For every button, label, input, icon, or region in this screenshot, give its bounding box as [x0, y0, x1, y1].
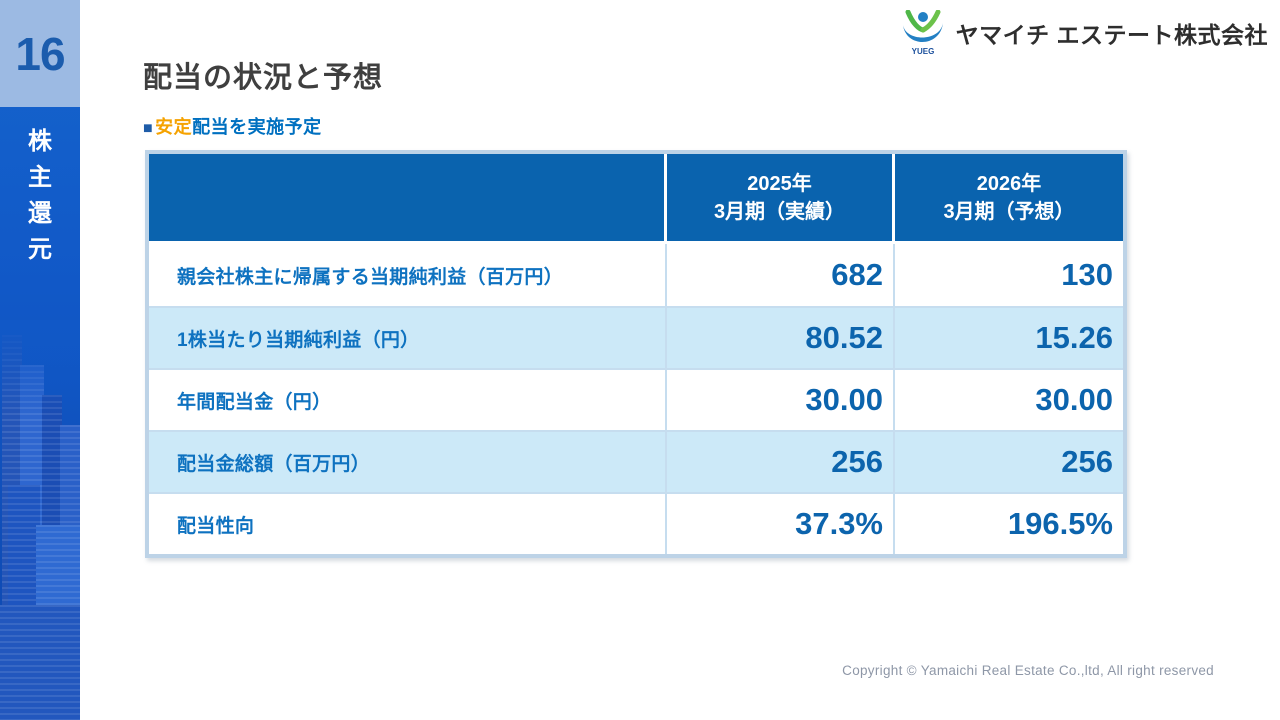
row-label: 年間配当金（円）	[149, 368, 667, 430]
sidebar: 16 株 主 還 元	[0, 0, 80, 720]
page-number: 16	[15, 27, 65, 80]
row-value-fy2025: 30.00	[667, 368, 895, 430]
table-corner-cell	[149, 154, 667, 244]
subtitle-text: 配当を実施予定	[192, 117, 322, 137]
table-row: 親会社株主に帰属する当期純利益（百万円） 682 130	[149, 244, 1123, 306]
logo-mark-text: YUEG	[911, 47, 934, 56]
section-label-char: 主	[28, 164, 52, 191]
section-label-char: 還	[28, 200, 52, 227]
company-name: ヤマイチ エステート株式会社	[955, 22, 1268, 48]
row-value-fy2026: 130	[895, 244, 1123, 306]
city-photo	[0, 320, 80, 720]
dividend-table: 2025年 3月期（実績） 2026年 3月期（予想） 親会社株主に帰属する当期…	[145, 150, 1127, 558]
col-header-line: 2025年	[747, 172, 812, 195]
section-label-vertical: 株 主 還 元	[0, 130, 80, 262]
table-header-row: 2025年 3月期（実績） 2026年 3月期（予想）	[149, 154, 1123, 244]
row-label: 1株当たり当期純利益（円）	[149, 306, 667, 368]
col-header-fy2026: 2026年 3月期（予想）	[895, 154, 1123, 244]
row-value-fy2026: 15.26	[895, 306, 1123, 368]
subtitle: ■ 安定配当を実施予定	[143, 113, 322, 139]
table-row: 年間配当金（円） 30.00 30.00	[149, 368, 1123, 430]
section-label-char: 元	[28, 236, 52, 263]
building-shape	[0, 605, 80, 720]
row-value-fy2026: 30.00	[895, 368, 1123, 430]
col-header-line: 3月期（予想）	[943, 200, 1075, 223]
table-row: 配当性向 37.3% 196.5%	[149, 492, 1123, 554]
col-header-fy2025: 2025年 3月期（実績）	[667, 154, 895, 244]
table-row: 配当金総額（百万円） 256 256	[149, 430, 1123, 492]
row-value-fy2025: 80.52	[667, 306, 895, 368]
row-label: 配当性向	[149, 492, 667, 554]
page-title: 配当の状況と予想	[143, 62, 384, 94]
square-bullet-icon: ■	[143, 120, 154, 137]
col-header-line: 2026年	[976, 172, 1042, 195]
page-number-box: 16	[0, 0, 80, 107]
row-value-fy2026: 256	[895, 430, 1123, 492]
row-value-fy2025: 256	[667, 430, 895, 492]
company-logo-icon: YUEG	[902, 10, 943, 56]
row-label: 配当金総額（百万円）	[149, 430, 667, 492]
row-value-fy2025: 37.3%	[667, 492, 895, 554]
row-value-fy2025: 682	[667, 244, 895, 306]
row-label: 親会社株主に帰属する当期純利益（百万円）	[149, 244, 667, 306]
subtitle-highlight: 安定	[155, 117, 193, 137]
row-value-fy2026: 196.5%	[895, 492, 1123, 554]
copyright-text: Copyright © Yamaichi Real Estate Co.,ltd…	[842, 663, 1214, 678]
col-header-line: 3月期（実績）	[713, 200, 846, 223]
table-row: 1株当たり当期純利益（円） 80.52 15.26	[149, 306, 1123, 368]
section-label-char: 株	[28, 128, 52, 155]
company-logo: YUEG ヤマイチ エステート株式会社	[898, 10, 1268, 56]
